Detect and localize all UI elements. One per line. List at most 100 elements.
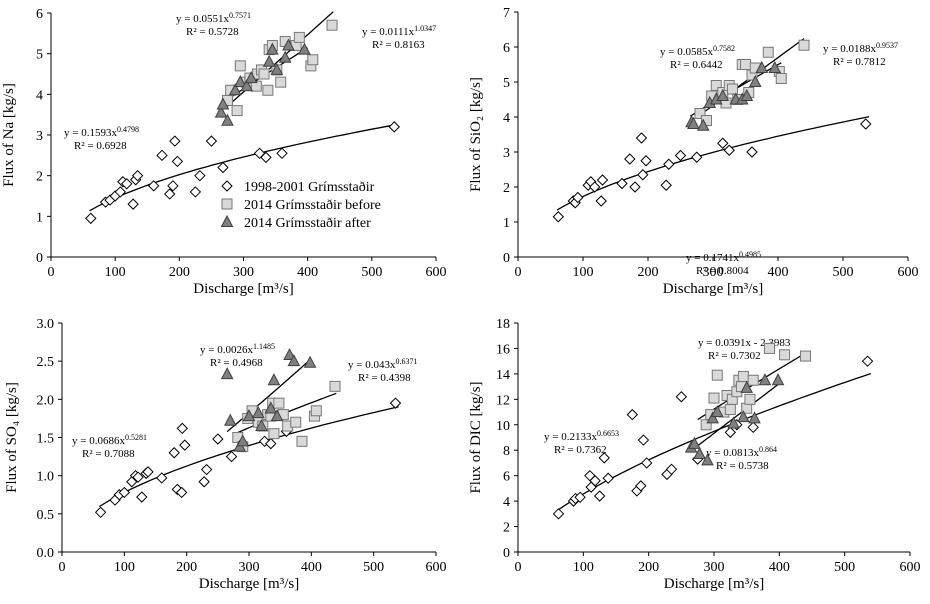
data-point [675, 391, 688, 403]
fit-r-squared: R² = 0.6442 [670, 59, 723, 71]
fit-equation: y = 0.0686x0.5281 [72, 433, 147, 447]
fit-equation: y = 0.2133x0.6653 [544, 429, 619, 443]
legend-marker [221, 180, 233, 192]
data-point [255, 418, 268, 432]
data-point [228, 83, 242, 96]
x-tick-label: 0 [515, 560, 522, 575]
data-point [200, 463, 213, 476]
data-point [637, 169, 649, 181]
data-point [258, 68, 270, 80]
x-tick-label: 300 [704, 560, 725, 575]
data-point [310, 405, 322, 417]
data-point [175, 486, 188, 499]
data-point [748, 74, 762, 87]
data-point [635, 480, 647, 492]
x-tick-label: 300 [233, 265, 254, 280]
x-tick-label: 400 [301, 560, 322, 575]
data-point [724, 426, 737, 439]
legend-label: 2014 Grímsstaðir after [244, 216, 371, 231]
data-point [737, 370, 749, 382]
data-point [225, 450, 238, 463]
data-point [118, 486, 131, 499]
x-tick-label: 100 [114, 560, 135, 575]
x-axis-label: Discharge [m³/s] [199, 576, 299, 592]
y-tick-label: 0.5 [37, 508, 55, 523]
data-point [179, 439, 191, 451]
data-point [635, 132, 648, 144]
data-point [624, 153, 636, 165]
data-point [747, 374, 759, 386]
data-point [233, 75, 247, 88]
y-tick-label: 1 [503, 216, 510, 231]
data-point [136, 491, 148, 503]
y-tick-label: 2.0 [37, 393, 55, 408]
trend-line [226, 358, 312, 433]
data-point [132, 471, 144, 483]
data-point [205, 135, 218, 147]
y-axis-label: Flux of Na [kg/s] [1, 83, 17, 187]
series-triangle [214, 38, 311, 126]
series-triangle [684, 373, 785, 466]
series-diamond [94, 397, 402, 519]
data-point [389, 397, 402, 409]
fit-equation: y = 0.0585x0.7582 [660, 44, 735, 58]
data-point [860, 118, 872, 130]
data-point [189, 186, 202, 198]
legend-marker [221, 198, 233, 210]
data-point [156, 472, 168, 484]
data-point [287, 354, 301, 367]
data-point [799, 350, 811, 362]
series-diamond [552, 355, 874, 520]
data-point [746, 146, 758, 158]
data-point [701, 453, 714, 466]
x-tick-label: 500 [363, 560, 384, 575]
data-point [758, 373, 772, 386]
data-point [276, 147, 288, 160]
fit-r-squared: R² = 0.4398 [358, 372, 411, 384]
data-point [717, 137, 729, 149]
data-point [660, 179, 672, 191]
data-point [674, 149, 687, 162]
data-point [708, 392, 720, 404]
x-tick-label: 0 [48, 265, 55, 280]
trend-line [690, 382, 780, 452]
data-point [142, 466, 154, 478]
x-tick-label: 500 [833, 265, 854, 280]
y-axis-label: Flux of SiO₂ [kg/s] [468, 77, 484, 192]
data-point [588, 181, 601, 193]
data-point [691, 151, 703, 163]
data-point [262, 84, 274, 96]
data-point [268, 428, 280, 440]
data-point [779, 349, 791, 361]
data-point [740, 380, 753, 393]
y-tick-label: 0.0 [37, 546, 55, 561]
data-point [220, 367, 234, 380]
data-point [771, 373, 785, 386]
fit-r-squared: R² = 0.7812 [833, 56, 886, 68]
y-tick-label: 5 [503, 76, 510, 91]
data-point [727, 83, 738, 95]
data-point [629, 181, 641, 193]
data-point [194, 169, 206, 182]
data-point [298, 42, 311, 55]
data-point [762, 46, 774, 58]
legend-marker [220, 214, 234, 227]
data-point [693, 446, 706, 460]
data-point [252, 405, 265, 419]
x-tick-label: 200 [638, 265, 659, 280]
x-tick-label: 500 [361, 265, 382, 280]
x-tick-label: 0 [515, 265, 522, 280]
fit-r-squared: R² = 0.5728 [186, 26, 239, 38]
data-point [282, 38, 295, 51]
chart-panel-so4: 0 100 200 300 400 500 600 0.0 0.5 1.0 1.5 2.0 2.5 3.0… [4, 317, 447, 592]
fit-equation: y = 0.0391x - 2.3983 [698, 337, 791, 349]
y-tick-label: 0 [503, 546, 510, 561]
fit-r-squared: R² = 0.8004 [696, 265, 749, 277]
data-point [217, 161, 229, 174]
y-tick-label: 1.5 [37, 432, 55, 447]
data-point [775, 73, 787, 84]
y-tick-label: 2 [503, 521, 510, 536]
fit-r-squared: R² = 0.5738 [716, 460, 769, 472]
data-point [234, 60, 246, 72]
y-tick-label: 0 [503, 251, 510, 266]
